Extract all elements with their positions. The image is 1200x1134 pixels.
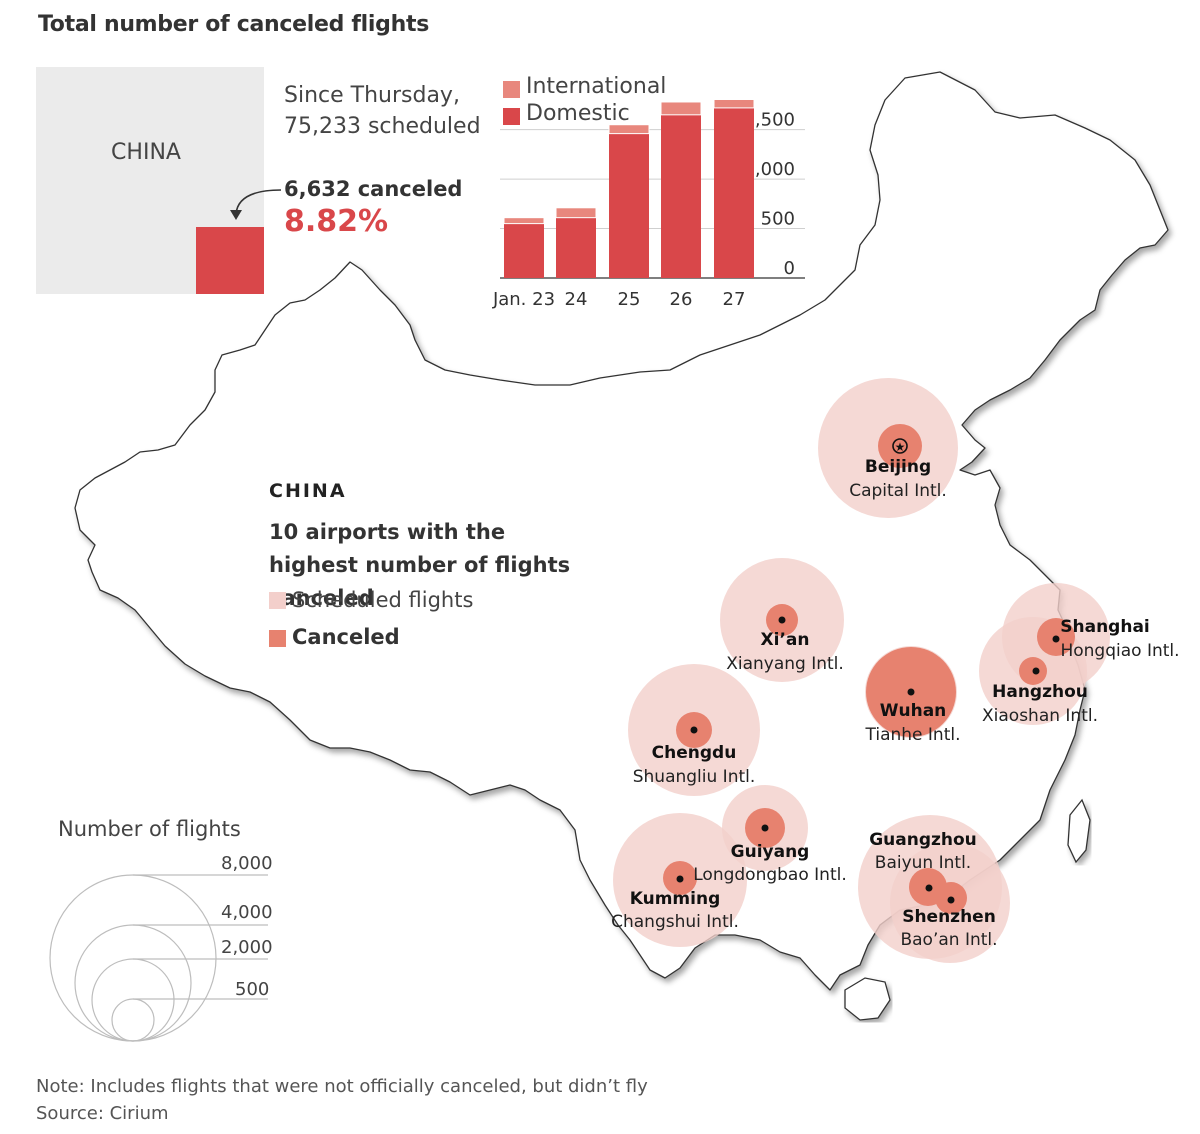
- airport-city-label: Guiyang: [730, 842, 810, 862]
- hainan-island: [844, 977, 891, 1021]
- airport-name-label: Shuangliu Intl.: [632, 767, 756, 787]
- footnote: Note: Includes flights that were not off…: [36, 1076, 648, 1097]
- bar-international: [608, 124, 650, 135]
- capital-star-ring: [892, 438, 908, 454]
- bar-domestic: [556, 217, 596, 278]
- airport-name-label: Longdongbao Intl.: [693, 865, 847, 885]
- legend-label-canceled: Canceled: [292, 625, 400, 649]
- dot-shanghai: [1052, 635, 1060, 643]
- legend-swatch-domestic: [503, 108, 520, 125]
- size-legend-label: 2,000: [221, 937, 273, 958]
- canceled-count-text: 6,632 canceled: [284, 177, 463, 201]
- canceled-share-square: [196, 227, 264, 294]
- y-tick-label: 0: [784, 258, 795, 279]
- airport-name-label: Bao’an Intl.: [900, 930, 998, 950]
- airport-city-label: Chengdu: [651, 743, 737, 763]
- bar-domestic: [661, 114, 701, 278]
- scheduled-since-text: Since Thursday, 75,233 scheduled: [284, 83, 481, 139]
- bar-international: [713, 100, 755, 109]
- legend-label-international: International: [526, 74, 667, 99]
- size-legend-circles: [49, 874, 268, 1042]
- legend-label-scheduled: Scheduled flights: [292, 588, 474, 612]
- airport-name-label: Xianyang Intl.: [726, 654, 844, 674]
- china-box-label: CHINA: [111, 140, 181, 165]
- capital-star-icon: ★: [895, 440, 906, 454]
- legend-swatch-scheduled: [269, 592, 286, 609]
- size-circle-8000: [49, 874, 217, 1042]
- size-circle-4000: [74, 924, 192, 1042]
- legend-label-domestic: Domestic: [526, 101, 630, 126]
- airport-name-label: Xiaoshan Intl.: [982, 706, 1098, 726]
- x-tick-label: Jan. 23: [492, 289, 555, 310]
- airport-city-label: Guangzhou: [869, 830, 977, 850]
- dot-guiyang: [761, 824, 769, 832]
- dot-wuhan: [907, 688, 915, 696]
- airport-dots: ★: [676, 438, 1060, 904]
- dot-hangzhou: [1032, 667, 1040, 675]
- dot-shenzhen: [947, 896, 955, 904]
- page-title: Total number of canceled flights: [38, 12, 429, 37]
- legend-swatch-canceled: [269, 630, 286, 647]
- airport-city-label: Xi’an: [760, 630, 810, 650]
- airport-name-label: Changshui Intl.: [611, 912, 739, 932]
- airport-name-label: Baiyun Intl.: [874, 853, 972, 873]
- dot-xian: [778, 616, 786, 624]
- x-tick-label: 24: [565, 289, 588, 310]
- map-title: CHINA: [269, 480, 347, 502]
- canceled-percent-text: 8.82%: [284, 204, 389, 239]
- bar-domestic: [609, 133, 649, 278]
- legend-swatch-international: [503, 81, 520, 98]
- airport-city-label: Shanghai: [1060, 617, 1150, 637]
- airport-city-label: Wuhan: [879, 701, 947, 721]
- bar-international: [555, 207, 597, 219]
- map-subtitle: 10 airports with the highest number of f…: [269, 520, 571, 610]
- bar-international: [660, 101, 702, 116]
- dot-chengdu: [690, 726, 698, 734]
- airport-name-label: Hongqiao Intl.: [1060, 641, 1180, 661]
- pointer-arrow-icon: [230, 189, 282, 220]
- size-circle-2000: [91, 958, 175, 1042]
- airport-city-label: Hangzhou: [992, 682, 1088, 702]
- size-legend-label: 500: [235, 979, 270, 1000]
- y-tick-label: 500: [761, 209, 795, 230]
- x-tick-label: 25: [618, 289, 641, 310]
- airport-name-label: Tianhe Intl.: [865, 725, 961, 745]
- x-tick-label: 26: [670, 289, 693, 310]
- y-tick-label: 1,000: [743, 159, 795, 180]
- airport-city-label: Kumming: [629, 889, 721, 909]
- source-credit: Source: Cirium: [36, 1103, 169, 1124]
- bar-domestic: [714, 107, 754, 279]
- size-legend-title: Number of flights: [58, 817, 241, 841]
- airport-name-label: Capital Intl.: [849, 481, 947, 501]
- dot-kunming: [676, 875, 684, 883]
- size-legend-label: 4,000: [221, 902, 273, 923]
- size-legend-label: 8,000: [221, 853, 273, 874]
- bar-international: [503, 217, 545, 225]
- china-outline: [74, 71, 1169, 991]
- taiwan-island: [1067, 798, 1091, 864]
- airport-city-label: Beijing: [864, 457, 932, 477]
- daily-cancellations-bar-chart: 1,500 1,000 500 0 Jan. 23 24 25 26 27: [492, 100, 805, 310]
- dot-guangzhou: [925, 884, 933, 892]
- airport-city-label: Shenzhen: [902, 907, 996, 927]
- y-tick-label: 1,500: [743, 110, 795, 131]
- bubble-canceled-beijing: [878, 424, 922, 468]
- bar-domestic: [504, 223, 544, 278]
- x-tick-label: 27: [723, 289, 746, 310]
- size-circle-500: [111, 998, 155, 1042]
